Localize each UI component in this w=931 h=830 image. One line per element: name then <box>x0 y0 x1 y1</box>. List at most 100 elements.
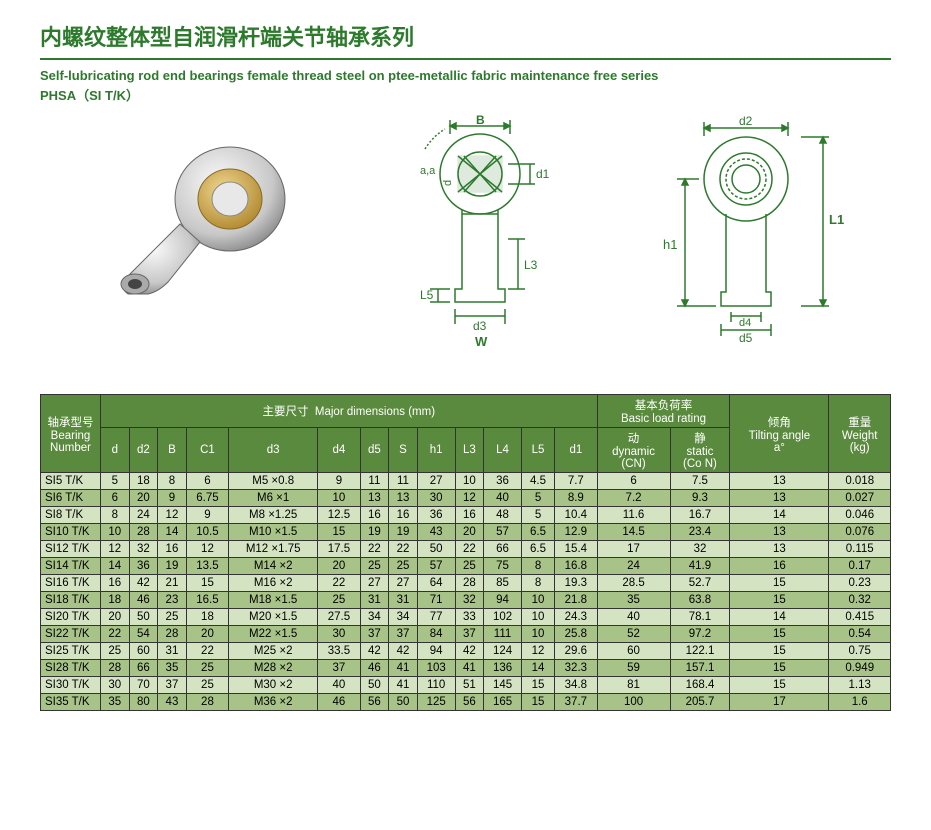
table-row: SI8 T/K824129M8 ×1.2512.51616361648510.4… <box>41 507 891 524</box>
cell: 20 <box>318 558 360 575</box>
table-row: SI10 T/K10281410.5M10 ×1.51519194320576.… <box>41 524 891 541</box>
cell: 7.5 <box>670 473 730 490</box>
cell: M20 ×1.5 <box>229 609 318 626</box>
cell: M6 ×1 <box>229 490 318 507</box>
cell: 27 <box>360 575 389 592</box>
cell: 30 <box>101 677 130 694</box>
cell: 0.23 <box>829 575 891 592</box>
svg-text:L5: L5 <box>420 288 434 302</box>
cell: 28.5 <box>597 575 670 592</box>
cell: 25.8 <box>555 626 597 643</box>
cell: 25 <box>101 643 130 660</box>
cell: 17 <box>730 694 829 711</box>
th-tilt: 倾角 Tilting angle a° <box>730 395 829 473</box>
th-col-C1: C1 <box>186 428 228 473</box>
cell: 12 <box>521 643 554 660</box>
cell: 46 <box>129 592 158 609</box>
cell: 42 <box>360 643 389 660</box>
cell: 10 <box>455 473 484 490</box>
cell: 19 <box>389 524 418 541</box>
cell: 11 <box>389 473 418 490</box>
cell: 30 <box>417 490 455 507</box>
cell: SI10 T/K <box>41 524 101 541</box>
cell: SI35 T/K <box>41 694 101 711</box>
cell: 40 <box>484 490 522 507</box>
title-english: Self-lubricating rod end bearings female… <box>40 68 891 83</box>
cell: 136 <box>484 660 522 677</box>
cell: 110 <box>417 677 455 694</box>
cell: 22 <box>186 643 228 660</box>
table-row: SI16 T/K16422115M16 ×2222727642885819.32… <box>41 575 891 592</box>
cell: 32 <box>670 541 730 558</box>
cell: 37 <box>318 660 360 677</box>
cell: 56 <box>455 694 484 711</box>
th-major-dimensions: 主要尺寸 Major dimensions (mm) <box>101 395 598 428</box>
cell: 78.1 <box>670 609 730 626</box>
cell: 16.7 <box>670 507 730 524</box>
cell: SI8 T/K <box>41 507 101 524</box>
cell: SI20 T/K <box>41 609 101 626</box>
cell: 50 <box>417 541 455 558</box>
cell: 41.9 <box>670 558 730 575</box>
cell: 0.75 <box>829 643 891 660</box>
cell: 165 <box>484 694 522 711</box>
cell: 27 <box>389 575 418 592</box>
cell: 25 <box>158 609 187 626</box>
cell: 9 <box>186 507 228 524</box>
cell: 40 <box>318 677 360 694</box>
cell: M8 ×1.25 <box>229 507 318 524</box>
cell: 13.5 <box>186 558 228 575</box>
cell: 43 <box>158 694 187 711</box>
cell: 97.2 <box>670 626 730 643</box>
cell: M25 ×2 <box>229 643 318 660</box>
cell: 0.115 <box>829 541 891 558</box>
cell: 168.4 <box>670 677 730 694</box>
cell: SI22 T/K <box>41 626 101 643</box>
cell: 22 <box>360 541 389 558</box>
cell: 10.4 <box>555 507 597 524</box>
table-row: SI28 T/K28663525M28 ×2374641103411361432… <box>41 660 891 677</box>
cell: 77 <box>417 609 455 626</box>
cell: 18 <box>101 592 130 609</box>
cell: 5 <box>521 490 554 507</box>
cell: 15 <box>186 575 228 592</box>
cell: 36 <box>129 558 158 575</box>
cell: 31 <box>360 592 389 609</box>
cell: 8 <box>158 473 187 490</box>
svg-text:B: B <box>476 114 485 127</box>
cell: 13 <box>730 541 829 558</box>
cell: 6 <box>186 473 228 490</box>
cell: 0.949 <box>829 660 891 677</box>
cell: 22 <box>101 626 130 643</box>
cell: 6 <box>101 490 130 507</box>
cell: 29.6 <box>555 643 597 660</box>
cell: 8 <box>101 507 130 524</box>
cell: 157.1 <box>670 660 730 677</box>
th-col-L5: L5 <box>521 428 554 473</box>
cell: 33.5 <box>318 643 360 660</box>
cell: M16 ×2 <box>229 575 318 592</box>
cell: 12 <box>158 507 187 524</box>
cell: 18 <box>129 473 158 490</box>
cell: SI25 T/K <box>41 643 101 660</box>
cell: 94 <box>484 592 522 609</box>
cell: M14 ×2 <box>229 558 318 575</box>
cell: 15 <box>730 626 829 643</box>
cell: 0.32 <box>829 592 891 609</box>
cell: M30 ×2 <box>229 677 318 694</box>
cell: 16 <box>360 507 389 524</box>
cell: 19 <box>158 558 187 575</box>
cell: 37 <box>158 677 187 694</box>
table-row: SI18 T/K18462316.5M18 ×1.525313171329410… <box>41 592 891 609</box>
cell: 34 <box>389 609 418 626</box>
cell: 12 <box>186 541 228 558</box>
cell: 16 <box>389 507 418 524</box>
cell: 100 <box>597 694 670 711</box>
cell: 37.7 <box>555 694 597 711</box>
cell: 16 <box>158 541 187 558</box>
cell: 28 <box>129 524 158 541</box>
cell: 12 <box>455 490 484 507</box>
cell: 122.1 <box>670 643 730 660</box>
cell: 15 <box>318 524 360 541</box>
cell: 14 <box>101 558 130 575</box>
